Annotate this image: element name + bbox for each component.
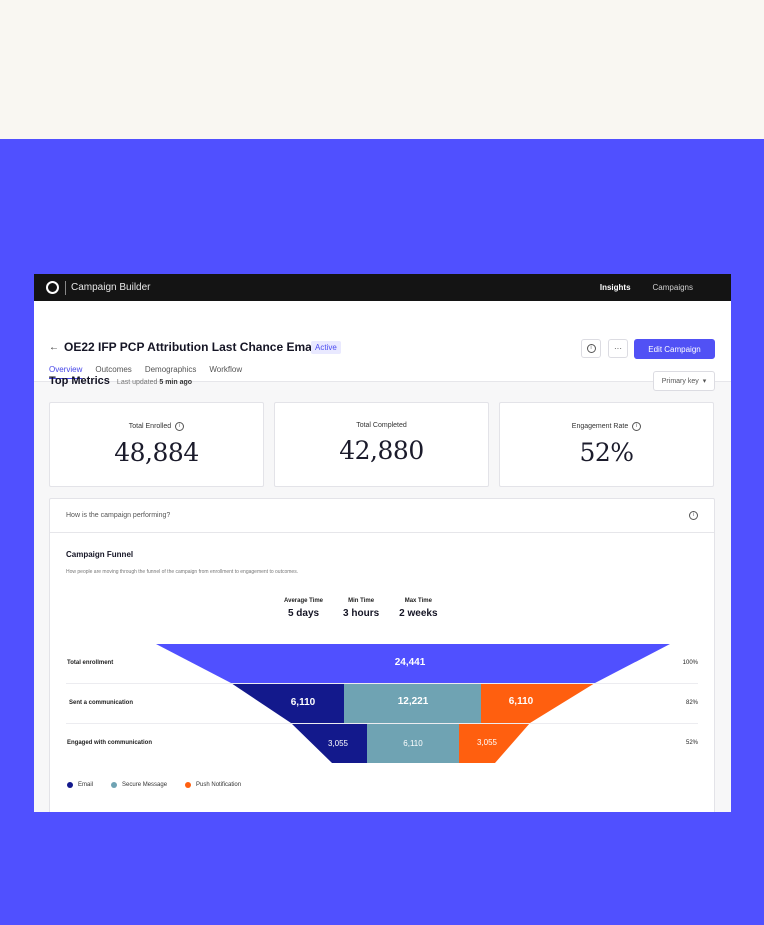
tab-outcomes[interactable]: Outcomes — [95, 365, 132, 374]
metric-label: Total Enrolled — [128, 423, 172, 430]
metric-cards: Total Enrolled i 48,884 Total Completed 4… — [49, 402, 714, 487]
top-nav: Insights Campaigns — [600, 283, 693, 292]
stage-label: Sent a communication — [69, 700, 134, 706]
metric-label: Engagement Rate — [571, 423, 629, 430]
legend-label: Email — [78, 782, 94, 788]
segment-value: 6,110 — [403, 739, 423, 748]
more-button[interactable]: ··· — [608, 339, 628, 358]
time-value: 3 hours — [343, 608, 380, 619]
info-icon[interactable]: i — [689, 511, 698, 520]
funnel-segment-email-sent — [231, 683, 344, 723]
top-band — [0, 0, 764, 139]
metric-value: 42,880 — [339, 436, 424, 465]
time-label: Min Time — [348, 598, 375, 604]
metric-card-engagement-rate: Engagement Rate i 52% — [499, 402, 714, 487]
legend-item-email: Email — [67, 782, 93, 788]
tab-workflow[interactable]: Workflow — [209, 365, 243, 374]
segment-value: 24,441 — [394, 657, 426, 668]
stage-label: Engaged with communication — [67, 740, 153, 746]
stage-label: Total enrollment — [67, 660, 114, 666]
info-icon: i — [586, 344, 596, 353]
last-updated-value: 5 min ago — [159, 379, 193, 386]
legend-dot — [111, 782, 118, 788]
more-icon: ··· — [614, 344, 622, 353]
metric-label: Total Completed — [356, 422, 407, 429]
last-updated-prefix: Last updated — [116, 379, 158, 386]
primary-key-label: Primary key — [661, 377, 699, 385]
last-updated: Last updated 5 min ago — [117, 379, 192, 386]
time-value: 2 weeks — [399, 608, 438, 619]
stage-percent: 82% — [685, 700, 698, 706]
campaign-title: OE22 IFP PCP Attribution Last Chance Ema… — [64, 340, 319, 354]
legend-dot — [67, 782, 73, 788]
funnel-chart — [156, 644, 670, 763]
tab-overview[interactable]: Overview — [49, 365, 83, 379]
segment-value: 6,110 — [508, 696, 534, 707]
segment-value: 12,221 — [397, 696, 429, 707]
chevron-down-icon: ▾ — [702, 378, 707, 385]
legend-item-push-notification: Push Notification — [185, 782, 241, 788]
logo-divider — [65, 280, 66, 295]
campaign-tabs: Overview Outcomes Demographics Workflow — [49, 365, 242, 379]
time-stat-average: Average Time 5 days — [284, 598, 323, 619]
metric-card-total-completed: Total Completed 42,880 — [274, 402, 489, 487]
funnel-title: Campaign Funnel — [66, 550, 134, 559]
edit-campaign-button[interactable]: Edit Campaign — [634, 339, 715, 359]
top-metrics-header: Top Metrics Last updated 5 min ago — [49, 375, 192, 387]
legend-dot — [185, 782, 192, 788]
logo-icon — [46, 281, 59, 294]
nav-campaigns[interactable]: Campaigns — [652, 283, 693, 292]
funnel-segment-email-engaged — [291, 723, 367, 763]
metric-value: 52% — [579, 438, 634, 467]
segment-value: 3,055 — [476, 738, 498, 747]
row-divider — [66, 723, 698, 724]
metric-card-total-enrolled: Total Enrolled i 48,884 — [49, 402, 264, 487]
app-title: Campaign Builder — [71, 282, 151, 293]
funnel-segment-push-engaged — [459, 723, 530, 763]
funnel-segment-total — [156, 644, 670, 683]
panel-question-bar: How is the campaign performing? i — [50, 499, 714, 533]
status-badge: Active — [311, 341, 341, 354]
panel-question: How is the campaign performing? — [66, 512, 171, 519]
stage-percent: 52% — [685, 740, 698, 746]
funnel-description: How people are moving through the funnel… — [66, 569, 299, 575]
info-button[interactable]: i — [581, 339, 601, 358]
campaign-header: ← OE22 IFP PCP Attribution Last Chance E… — [34, 301, 731, 382]
legend-label: Push Notification — [196, 782, 242, 788]
funnel-segment-push-sent — [481, 683, 595, 723]
performance-panel: How is the campaign performing? i Campai… — [49, 498, 715, 812]
back-arrow-icon[interactable]: ← — [49, 342, 59, 353]
time-label: Average Time — [284, 598, 324, 604]
legend-item-secure-message: Secure Message — [111, 782, 167, 788]
info-icon[interactable]: i — [175, 422, 185, 431]
app-window: Campaign Builder Insights Campaigns ← OE… — [34, 274, 731, 812]
top-metrics-title: Top Metrics — [49, 375, 110, 387]
time-value: 5 days — [287, 608, 320, 619]
row-divider — [66, 683, 698, 684]
legend-label: Secure Message — [122, 782, 168, 788]
segment-value: 6,110 — [290, 697, 316, 708]
nav-insights[interactable]: Insights — [599, 283, 631, 292]
primary-key-dropdown[interactable]: Primary key ▾ — [653, 371, 715, 391]
metric-value: 48,884 — [114, 438, 199, 467]
funnel-legend: Email Secure Message Push Notification — [67, 782, 241, 788]
info-icon[interactable]: i — [632, 422, 642, 431]
funnel-segment-secure-engaged — [367, 723, 459, 763]
time-stat-min: Min Time 3 hours — [343, 598, 379, 619]
time-stat-max: Max Time 2 weeks — [399, 598, 437, 619]
segment-value: 3,055 — [327, 739, 349, 748]
time-label: Max Time — [404, 598, 432, 604]
app-bar: Campaign Builder Insights Campaigns — [34, 274, 731, 301]
funnel-segment-secure-sent — [344, 683, 481, 723]
stage-percent: 100% — [682, 660, 698, 666]
tab-demographics[interactable]: Demographics — [144, 365, 197, 374]
time-stats: Average Time 5 days Min Time 3 hours Max T… — [284, 598, 438, 619]
